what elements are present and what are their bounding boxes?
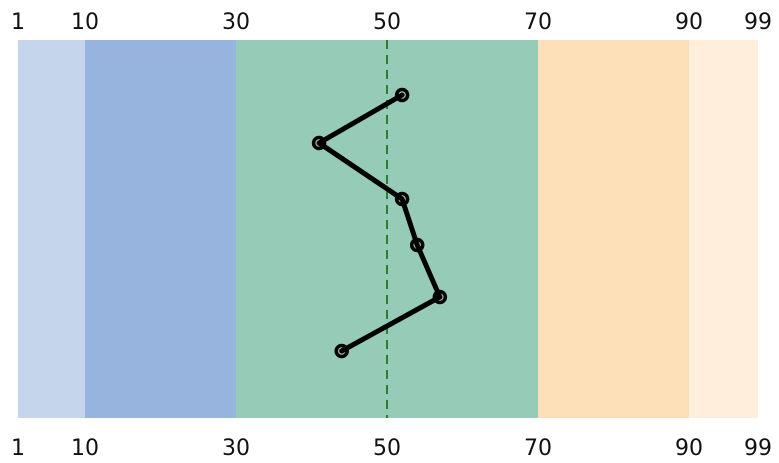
series-point-1	[394, 87, 410, 103]
top-tick-label-1: 1	[11, 10, 25, 35]
series-point-2	[311, 135, 327, 151]
band-70-90	[538, 40, 689, 418]
top-tick-label-90: 90	[675, 10, 703, 35]
bottom-tick-label-50: 50	[373, 436, 401, 461]
top-tick-label-99: 99	[744, 10, 772, 35]
bottom-axis-ticks: 1 10 30 50 70 90 99	[11, 436, 772, 461]
bottom-tick-label-10: 10	[71, 436, 99, 461]
bottom-tick-label-99: 99	[744, 436, 772, 461]
series-point-3	[394, 191, 410, 207]
top-tick-label-10: 10	[71, 10, 99, 35]
series-point-4	[409, 237, 425, 253]
top-tick-label-70: 70	[524, 10, 552, 35]
band-10-30	[85, 40, 236, 418]
bottom-tick-label-1: 1	[11, 436, 25, 461]
series-line	[316, 92, 443, 354]
series-point-6	[334, 343, 349, 359]
band-1-10	[18, 40, 85, 418]
bottom-tick-label-90: 90	[675, 436, 703, 461]
bottom-tick-label-70: 70	[524, 436, 552, 461]
bottom-tick-label-30: 30	[222, 436, 250, 461]
band-90-99	[689, 40, 758, 418]
top-tick-label-50: 50	[373, 10, 401, 35]
series-point-5	[432, 289, 448, 305]
series-group	[311, 87, 448, 359]
top-axis-ticks: 1 10 30 50 70 90 99	[11, 10, 772, 35]
percentile-bands	[18, 40, 758, 418]
top-tick-label-30: 30	[222, 10, 250, 35]
